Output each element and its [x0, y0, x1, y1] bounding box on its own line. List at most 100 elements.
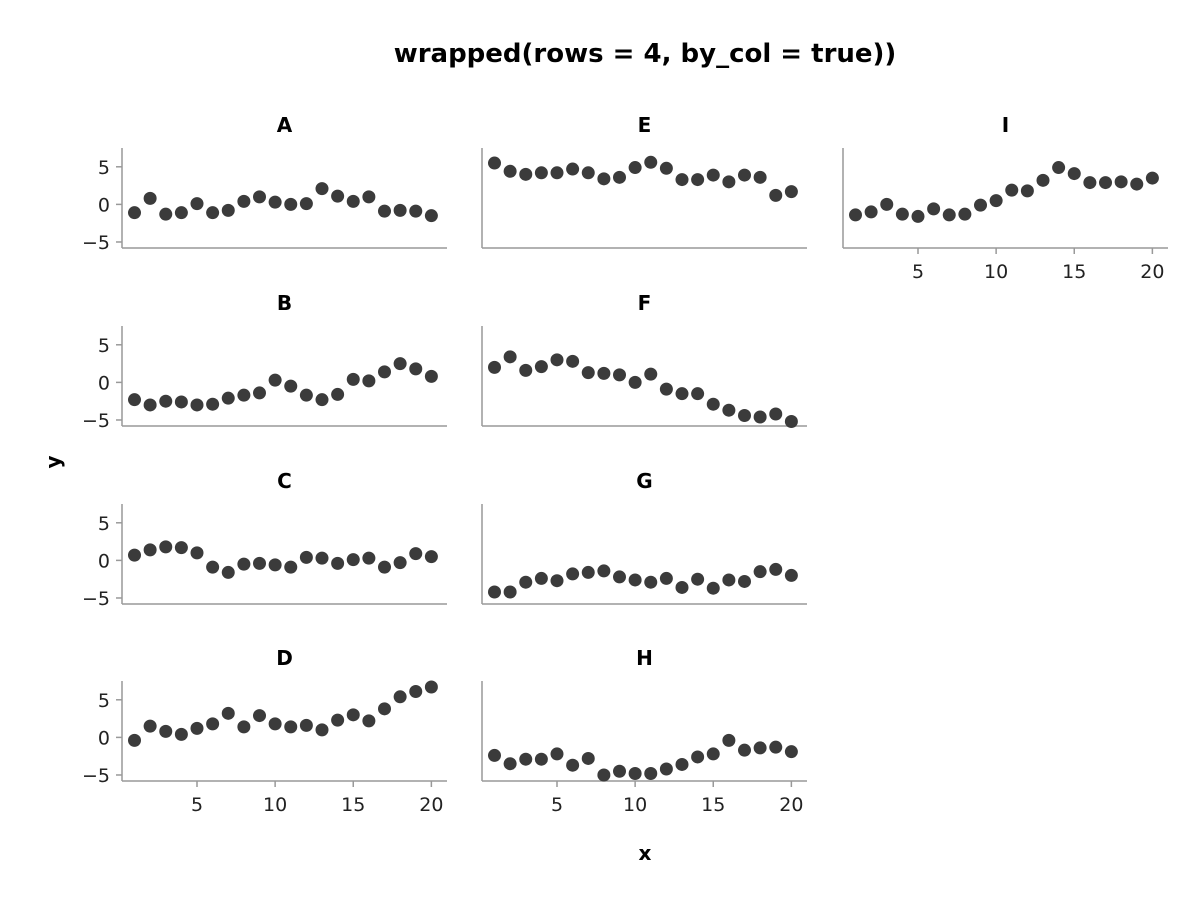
data-point	[253, 190, 266, 204]
data-point	[378, 702, 391, 716]
data-point	[159, 394, 173, 408]
data-point	[628, 573, 642, 587]
data-point	[221, 706, 235, 720]
x-tick-label: 5	[191, 794, 203, 816]
data-point	[206, 560, 220, 574]
data-point	[1130, 177, 1144, 191]
y-tick-label: −5	[82, 588, 110, 610]
data-point	[691, 387, 705, 401]
y-tick-label: 0	[98, 372, 110, 394]
data-point	[221, 565, 235, 579]
data-point	[581, 366, 595, 380]
data-point	[221, 203, 235, 217]
data-point	[315, 551, 329, 565]
data-point	[1114, 175, 1128, 189]
data-point	[299, 197, 313, 211]
data-point	[706, 581, 720, 595]
y-tick-label: −5	[82, 765, 110, 787]
facet-title: C	[277, 469, 292, 493]
data-point	[206, 206, 220, 220]
data-point	[628, 375, 642, 389]
data-point	[534, 571, 548, 585]
data-point	[284, 560, 298, 574]
data-point	[706, 397, 720, 411]
data-point	[268, 373, 282, 387]
facet-panel-g: G	[481, 469, 807, 605]
data-point	[409, 547, 423, 561]
data-point	[659, 762, 673, 776]
data-point	[362, 551, 376, 565]
data-point	[299, 550, 313, 564]
facet-title: B	[277, 291, 292, 315]
data-point	[722, 573, 736, 587]
data-point	[675, 173, 689, 187]
data-point	[613, 570, 626, 584]
data-point	[566, 567, 580, 581]
data-point	[566, 162, 580, 176]
facet-panel-d: D 5 0 −5 5 10 15 20	[82, 646, 447, 816]
data-point	[738, 574, 751, 588]
facet-title: A	[277, 113, 293, 137]
data-point	[1020, 184, 1034, 198]
y-tick-label: 0	[98, 194, 110, 216]
data-point	[159, 540, 173, 554]
data-point	[362, 190, 376, 204]
data-point	[503, 350, 517, 364]
facet-panel-f: F	[481, 291, 807, 428]
data-point	[346, 194, 360, 208]
data-point	[393, 556, 407, 570]
data-point	[769, 740, 783, 754]
x-tick-label: 20	[779, 794, 803, 816]
data-point	[253, 386, 266, 400]
data-point	[424, 550, 438, 564]
data-point	[143, 191, 157, 205]
data-point	[942, 208, 956, 222]
data-point	[581, 166, 595, 180]
data-point	[581, 751, 595, 765]
data-point	[221, 391, 235, 405]
data-point	[769, 188, 783, 202]
y-tick-label: 0	[98, 727, 110, 749]
data-point	[784, 745, 798, 759]
chart-title: wrapped(rows = 4, by_col = true))	[394, 39, 897, 69]
y-tick-label: −5	[82, 410, 110, 432]
data-point	[378, 560, 391, 574]
data-point	[393, 690, 407, 704]
data-point	[331, 713, 345, 727]
data-point	[659, 382, 673, 396]
data-point	[974, 198, 987, 212]
data-point	[190, 721, 204, 735]
data-point	[190, 546, 204, 560]
data-point	[738, 743, 751, 757]
data-point	[346, 553, 360, 567]
data-point	[346, 372, 360, 386]
data-point	[644, 367, 658, 381]
data-point	[784, 414, 798, 428]
data-point	[691, 572, 705, 586]
data-point	[315, 723, 329, 737]
data-point	[753, 170, 767, 184]
data-point	[237, 388, 251, 402]
data-point	[128, 393, 141, 407]
data-point	[597, 366, 611, 380]
data-point	[424, 680, 438, 694]
data-point	[1005, 183, 1019, 197]
data-point	[1052, 161, 1066, 175]
data-point	[331, 556, 345, 570]
data-point	[519, 752, 533, 766]
data-point	[644, 575, 658, 589]
x-tick-label: 10	[263, 794, 287, 816]
data-point	[253, 556, 266, 570]
data-point	[706, 168, 720, 182]
data-point	[613, 170, 626, 184]
data-point	[206, 717, 220, 731]
x-tick-label: 20	[419, 794, 443, 816]
data-point	[331, 189, 345, 203]
data-point	[519, 167, 533, 181]
data-point	[691, 750, 705, 764]
data-point	[784, 185, 798, 199]
data-point	[315, 182, 329, 196]
data-point	[488, 360, 501, 374]
data-point	[550, 574, 564, 588]
